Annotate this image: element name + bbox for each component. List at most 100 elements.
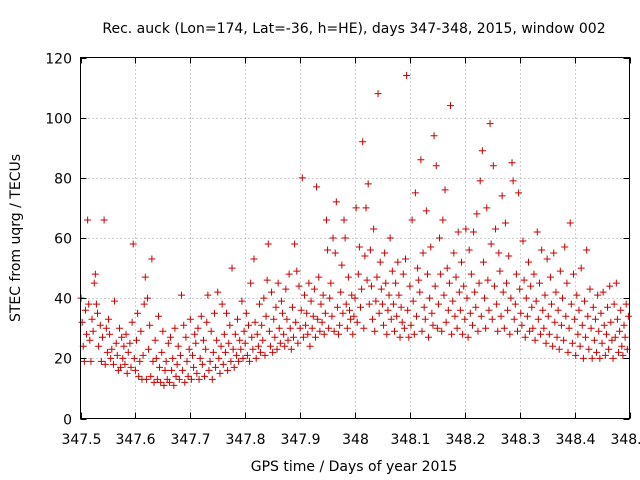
data-point	[319, 291, 327, 299]
data-point	[543, 255, 551, 263]
data-point	[280, 330, 288, 338]
data-point	[451, 312, 459, 320]
data-point	[342, 300, 350, 308]
data-point	[497, 312, 505, 320]
data-point	[535, 279, 543, 287]
data-point	[136, 357, 144, 365]
data-point	[135, 372, 143, 380]
data-point	[152, 354, 160, 362]
data-point	[619, 351, 627, 359]
data-point	[510, 315, 518, 323]
data-point	[430, 132, 438, 140]
data-point	[328, 312, 336, 320]
data-point	[444, 306, 452, 314]
data-point	[169, 354, 177, 362]
data-point	[338, 261, 346, 269]
data-point	[577, 264, 585, 272]
data-point	[202, 345, 210, 353]
data-point	[291, 240, 299, 248]
data-point	[103, 348, 111, 356]
data-point	[515, 189, 523, 197]
gridlines	[80, 57, 630, 419]
data-point	[374, 90, 382, 98]
data-point	[187, 375, 195, 383]
data-point	[620, 321, 628, 329]
data-point	[284, 336, 292, 344]
data-point	[184, 372, 192, 380]
data-point	[292, 318, 300, 326]
data-point	[594, 291, 602, 299]
data-point	[134, 309, 142, 317]
data-point	[426, 294, 434, 302]
data-point	[489, 162, 497, 170]
data-point	[405, 333, 413, 341]
y-tick-label: 120	[45, 52, 72, 68]
data-point	[307, 297, 315, 305]
y-tick-label: 60	[54, 232, 72, 248]
data-point	[196, 354, 204, 362]
data-point	[556, 267, 564, 275]
data-point	[383, 330, 391, 338]
data-point	[90, 279, 98, 287]
data-point	[478, 147, 486, 155]
data-point	[512, 270, 520, 278]
data-point	[396, 333, 404, 341]
data-point	[186, 315, 194, 323]
data-point	[559, 294, 567, 302]
data-point	[117, 363, 125, 371]
data-points	[77, 72, 632, 389]
data-point	[230, 363, 238, 371]
data-point	[449, 297, 457, 305]
data-point	[604, 303, 612, 311]
data-point	[596, 354, 604, 362]
data-point	[244, 321, 252, 329]
data-point	[157, 378, 165, 386]
data-point	[394, 258, 402, 266]
data-point	[288, 303, 296, 311]
data-point	[305, 279, 313, 287]
data-point	[81, 306, 89, 314]
data-point	[422, 207, 430, 215]
x-axis-label: GPS time / Days of year 2015	[251, 459, 458, 475]
data-point	[179, 366, 187, 374]
data-point	[463, 294, 471, 302]
data-point	[429, 321, 437, 329]
data-point	[395, 291, 403, 299]
data-point	[264, 240, 272, 248]
data-point	[595, 327, 603, 335]
data-point	[302, 321, 310, 329]
data-point	[271, 333, 279, 341]
data-point	[113, 351, 121, 359]
data-point	[304, 330, 312, 338]
data-point	[355, 243, 363, 251]
data-point	[188, 351, 196, 359]
data-point	[205, 366, 213, 374]
data-point	[259, 336, 267, 344]
data-point	[281, 342, 289, 350]
data-point	[402, 255, 410, 263]
data-point	[175, 375, 183, 383]
data-point	[327, 279, 335, 287]
data-point	[585, 345, 593, 353]
data-point	[92, 300, 100, 308]
data-point	[521, 333, 529, 341]
data-point	[151, 336, 159, 344]
data-point	[293, 267, 301, 275]
data-point	[197, 312, 205, 320]
data-point	[277, 297, 285, 305]
data-point	[400, 324, 408, 332]
data-point	[441, 186, 449, 194]
data-point	[359, 138, 367, 146]
data-point	[178, 291, 186, 299]
data-point	[439, 216, 447, 224]
data-point	[366, 246, 374, 254]
data-point	[83, 330, 91, 338]
data-point	[433, 324, 441, 332]
data-point	[541, 291, 549, 299]
data-point	[370, 225, 378, 233]
data-point	[494, 327, 502, 335]
data-point	[454, 228, 462, 236]
data-point	[201, 372, 209, 380]
data-point	[107, 354, 115, 362]
data-point	[505, 252, 513, 260]
